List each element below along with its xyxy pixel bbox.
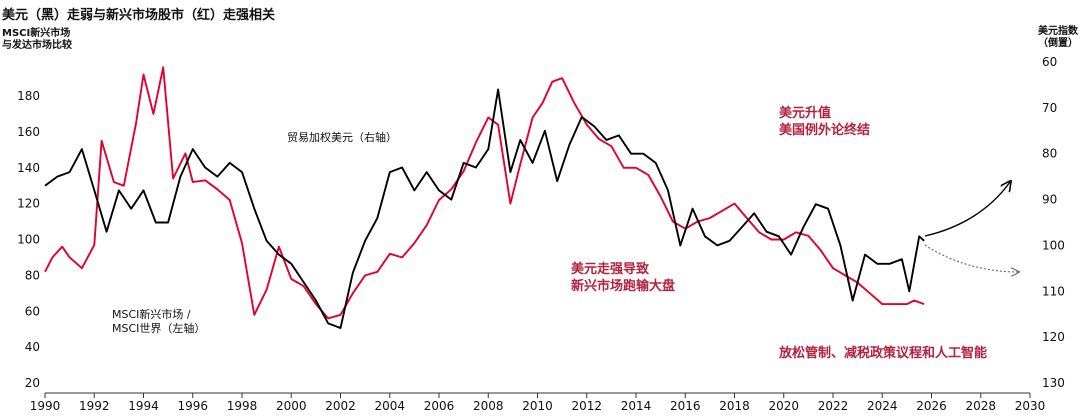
- left-tick-label: 180: [17, 89, 40, 103]
- right-tick-label: 70: [1042, 101, 1057, 115]
- right-axis-ticks: 60 70 80 90 100 110 120 130 美元指数（倒置）: [1038, 24, 1079, 390]
- x-tick-label: 2000: [276, 399, 307, 413]
- right-tick-label: 100: [1042, 238, 1065, 252]
- em-relative-line: [44, 66, 925, 320]
- x-tick-label: 2006: [424, 399, 455, 413]
- x-tick-label: 2020: [768, 399, 799, 413]
- right-tick-label: 80: [1042, 147, 1057, 161]
- x-tick-label: 2010: [522, 399, 553, 413]
- right-tick-label: 90: [1042, 193, 1057, 207]
- left-tick-label: 40: [25, 340, 40, 354]
- x-tick-label: 2014: [621, 399, 652, 413]
- x-tick-label: 1990: [30, 399, 61, 413]
- annotation-em-underperform: 新兴市场跑输大盘: [571, 278, 675, 294]
- x-tick-label: 2016: [670, 399, 701, 413]
- x-tick-label: 2002: [325, 399, 356, 413]
- left-tick-label: 60: [25, 304, 40, 318]
- x-tick-label: 2024: [867, 399, 898, 413]
- annotation-layer: 贸易加权美元（右轴） MSCI新兴市场 /MSCI世界（左轴） 美元升值美国例外论终…: [112, 105, 1018, 361]
- right-tick-label: 130: [1042, 376, 1065, 390]
- x-tick-label: 2026: [916, 399, 947, 413]
- annotation-dollar-appreciation: 美元升值: [779, 105, 831, 121]
- x-tick-label: 1998: [227, 399, 258, 413]
- x-tick-label: 1996: [177, 399, 208, 413]
- right-tick-label: 120: [1042, 330, 1065, 344]
- right-tick-label: 60: [1042, 55, 1057, 69]
- dollar-index-line: [44, 88, 925, 329]
- x-tick-label: 2018: [719, 399, 750, 413]
- dollar-series-label: 贸易加权美元（右轴）: [287, 130, 397, 144]
- left-tick-label: 120: [17, 197, 40, 211]
- left-tick-label: 80: [25, 268, 40, 282]
- left-axis-title: 与发达市场比较: [2, 38, 72, 51]
- em-series-label: MSCI世界（左轴）: [112, 321, 205, 335]
- annotation-policy: 放松管制、减税政策议程和人工智能: [778, 345, 987, 361]
- left-axis-title: MSCI新兴市场: [2, 26, 70, 39]
- right-axis-title: （倒置）: [1038, 36, 1078, 49]
- x-tick-label: 2030: [1015, 399, 1046, 413]
- x-tick-label: 2012: [571, 399, 602, 413]
- annotation-dollar-appreciation: 美国例外论终结: [779, 122, 870, 138]
- left-tick-label: 140: [17, 161, 40, 175]
- x-tick-label: 2028: [965, 399, 996, 413]
- x-axis-ticks: 1990 1992 1994 1996 1998 2000 2002 2004 2006 2008…: [30, 392, 1046, 413]
- left-tick-label: 160: [17, 125, 40, 139]
- x-tick-label: 1994: [128, 399, 159, 413]
- right-tick-label: 110: [1042, 284, 1065, 298]
- right-axis-title: 美元指数: [1038, 24, 1079, 37]
- x-tick-label: 2004: [374, 399, 405, 413]
- forecast-arrow-dotted: [924, 244, 1018, 272]
- x-tick-label: 2008: [473, 399, 504, 413]
- forecast-arrow-up: [924, 182, 1010, 237]
- chart-title: 美元（黑）走弱与新兴市场股市（红）走强相关: [2, 8, 276, 23]
- annotation-em-underperform: 美元走强导致: [571, 261, 650, 277]
- em-series-label: MSCI新兴市场 /: [112, 307, 191, 321]
- series-layer: [44, 66, 925, 329]
- x-tick-label: 2022: [818, 399, 849, 413]
- left-tick-label: 100: [17, 233, 40, 247]
- x-tick-label: 1992: [79, 399, 110, 413]
- left-tick-label: 20: [25, 376, 40, 390]
